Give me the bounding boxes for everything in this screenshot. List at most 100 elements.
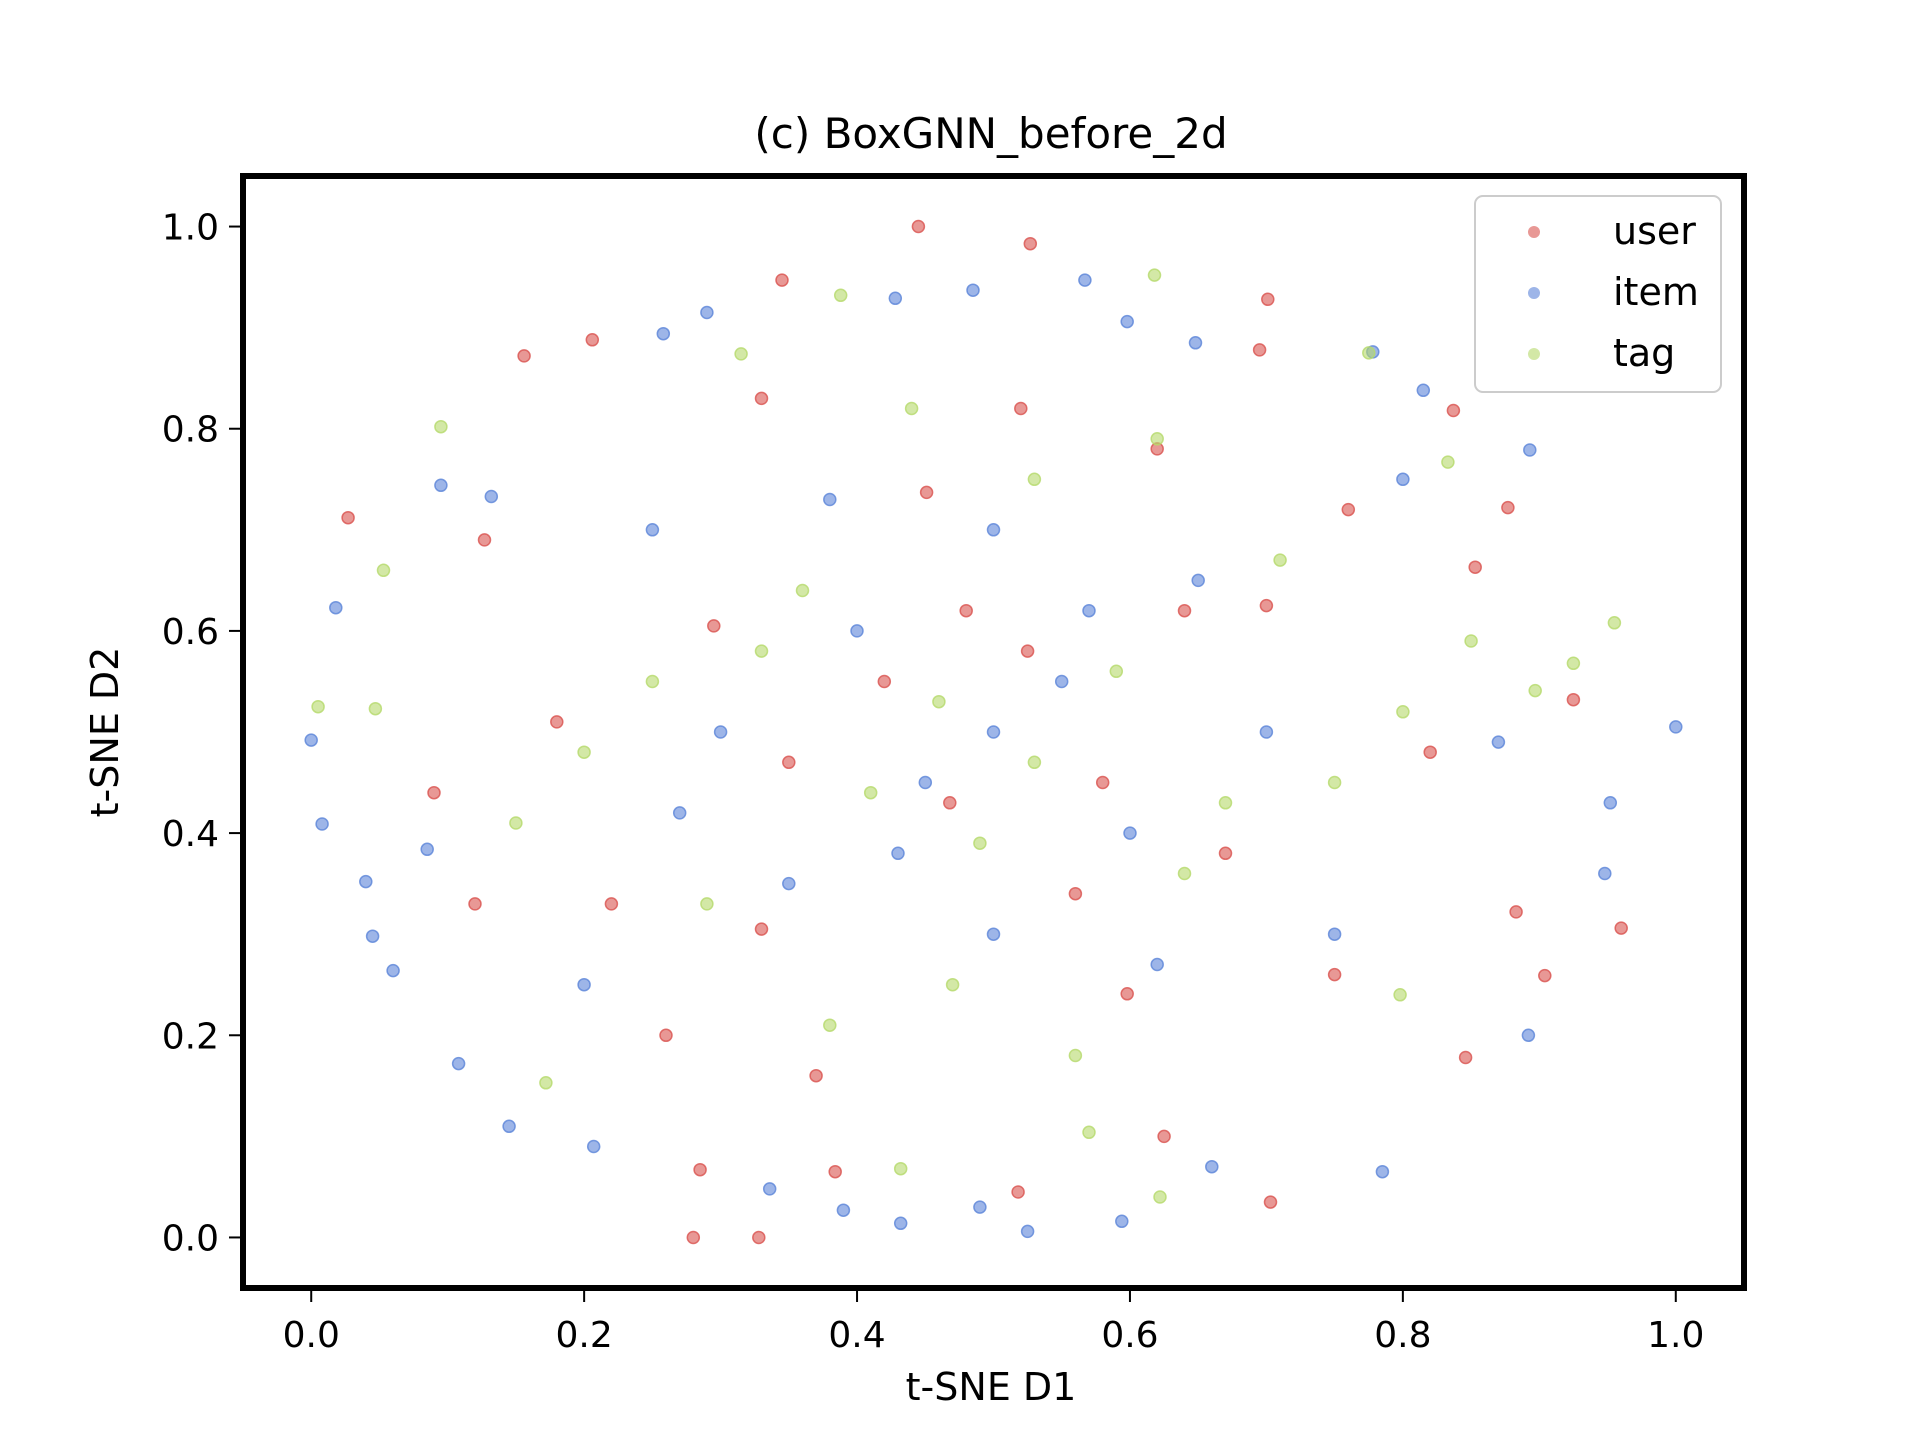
point-tag-12: [1441, 455, 1455, 469]
point-item-29: [1115, 1214, 1129, 1229]
chart-title: (c) BoxGNN_before_2d: [754, 109, 1227, 158]
point-item-23: [1669, 720, 1683, 734]
point-item-54: [672, 806, 687, 820]
legend: user item tag: [1474, 195, 1722, 393]
point-item-5: [386, 963, 400, 978]
point-user-15: [1538, 968, 1552, 983]
point-item-2: [329, 600, 343, 615]
point-item-41: [1191, 573, 1205, 588]
legend-marker-tag: [1528, 348, 1540, 360]
point-item-45: [986, 523, 1001, 537]
point-user-9: [477, 533, 492, 547]
point-user-26: [1020, 644, 1035, 658]
point-tag-16: [1528, 683, 1542, 698]
point-item-18: [1188, 336, 1203, 350]
legend-marker-item: [1528, 287, 1540, 299]
point-item-22: [1491, 735, 1506, 749]
point-item-20: [1416, 383, 1431, 398]
point-user-27: [943, 796, 957, 810]
point-user-18: [1263, 1195, 1278, 1209]
point-tag-3: [1607, 616, 1622, 630]
point-user-21: [693, 1162, 707, 1177]
point-user-6: [517, 349, 531, 363]
point-tag-21: [754, 644, 769, 658]
point-user-34: [604, 897, 619, 911]
point-item-40: [782, 876, 796, 891]
point-item-31: [973, 1200, 987, 1214]
point-user-40: [1341, 502, 1356, 517]
x-tick-label-4: 0.8: [1374, 1315, 1431, 1356]
point-tag-17: [932, 694, 946, 709]
point-tag-34: [1068, 1048, 1083, 1063]
point-item-1: [315, 817, 329, 831]
point-item-4: [365, 929, 380, 943]
point-item-35: [918, 775, 933, 790]
x-tick-label-5: 1.0: [1647, 1315, 1704, 1356]
point-user-14: [1614, 921, 1628, 935]
point-item-51: [1082, 603, 1096, 618]
point-item-24: [1603, 796, 1618, 810]
point-user-30: [1259, 598, 1274, 613]
point-item-13: [700, 305, 714, 320]
y-axis-label: t-SNE D2: [83, 647, 127, 818]
point-tag-30: [1150, 432, 1164, 446]
point-tag-39: [973, 836, 987, 850]
point-tag-25: [645, 674, 660, 689]
point-user-44: [754, 391, 769, 406]
point-tag-20: [1109, 664, 1124, 679]
point-tag-22: [1218, 796, 1233, 810]
x-tick-label-2: 0.4: [828, 1315, 885, 1356]
point-item-49: [1396, 472, 1410, 487]
point-item-33: [836, 1203, 851, 1217]
point-item-12: [656, 326, 671, 341]
y-tick-label-1: 0.2: [162, 1016, 219, 1057]
x-tick-label-3: 0.6: [1101, 1315, 1158, 1356]
point-item-30: [1020, 1224, 1035, 1239]
y-tick-label-5: 1.0: [162, 208, 219, 249]
point-item-52: [1150, 957, 1164, 972]
point-user-4: [1252, 343, 1267, 357]
y-tick-label-0: 0.0: [162, 1218, 219, 1259]
point-user-10: [1468, 560, 1482, 574]
legend-label-tag: tag: [1613, 331, 1675, 375]
point-tag-23: [945, 977, 960, 992]
point-user-25: [1120, 987, 1134, 1001]
point-item-10: [502, 1119, 516, 1134]
point-item-7: [434, 478, 448, 493]
point-item-53: [823, 492, 837, 507]
point-user-8: [341, 510, 355, 525]
point-item-3: [359, 874, 373, 889]
point-user-32: [1327, 967, 1342, 982]
point-user-5: [585, 333, 600, 347]
point-item-50: [891, 846, 905, 861]
point-user-48: [427, 785, 441, 800]
point-tag-31: [700, 897, 714, 911]
point-item-26: [1521, 1028, 1536, 1043]
point-user-28: [707, 619, 721, 633]
point-item-43: [1259, 725, 1274, 739]
point-item-46: [645, 523, 660, 537]
point-tag-9: [893, 1161, 908, 1176]
point-item-27: [1375, 1164, 1390, 1179]
point-item-34: [762, 1182, 777, 1196]
point-tag-29: [823, 1018, 837, 1032]
point-user-12: [1501, 500, 1515, 515]
point-tag-6: [376, 563, 391, 578]
point-tag-10: [1082, 1125, 1096, 1140]
point-item-25: [1598, 866, 1612, 881]
point-item-8: [451, 1056, 466, 1071]
point-user-37: [782, 755, 796, 770]
point-tag-35: [509, 816, 523, 830]
point-user-33: [1095, 775, 1110, 790]
point-user-3: [1261, 292, 1275, 307]
point-tag-15: [1566, 656, 1581, 671]
point-user-49: [809, 1068, 823, 1083]
y-axis-ticks: 0.0 0.2 0.4 0.6 0.8 1.0: [162, 208, 240, 1259]
point-user-0: [911, 219, 926, 234]
point-user-24: [1157, 1129, 1171, 1144]
point-tag-11: [1393, 988, 1407, 1002]
point-item-39: [1123, 826, 1137, 840]
y-tick-label-3: 0.6: [162, 612, 219, 653]
point-tag-19: [863, 785, 878, 800]
point-user-19: [752, 1230, 766, 1245]
